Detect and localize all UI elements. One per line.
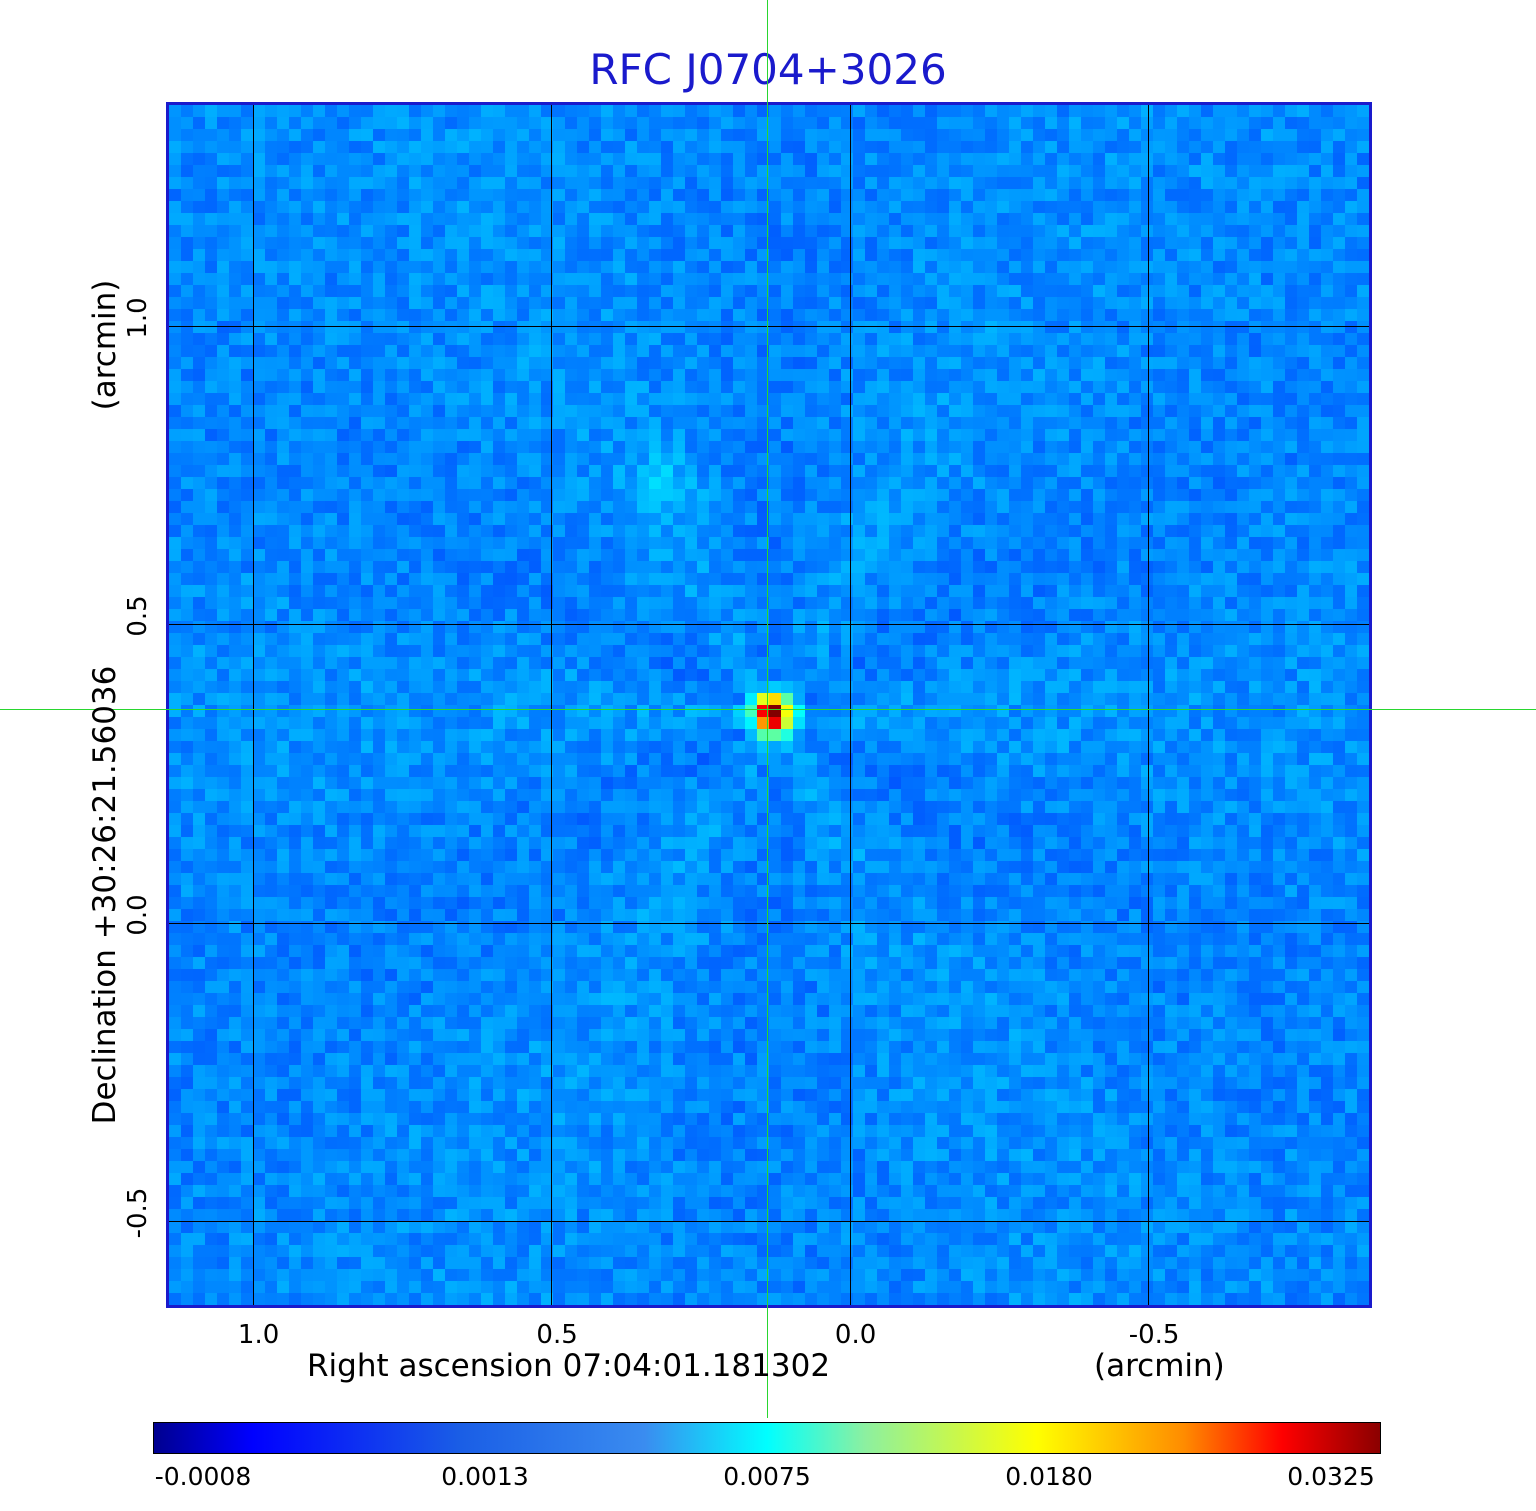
x-tick-label: 1.0 [237,1320,280,1350]
colorbar-tick-label: 0.0180 [1005,1462,1093,1491]
grid-line-x-2 [849,105,851,1305]
y-axis-unit: (arcmin) [87,279,123,411]
heatmap-image [169,105,1369,1305]
y-axis-label: Declination +30:26:21.56036 [87,665,123,1125]
grid-line-y-2 [169,922,1369,924]
chart-title: RFC J0704+3026 [589,45,947,94]
x-axis-unit: (arcmin) [1094,1348,1225,1384]
y-tick-label: 1.0 [123,297,153,339]
x-tick-label: 0.0 [834,1320,877,1350]
heatmap-plot-area [166,102,1372,1308]
grid-line-x-3 [1148,105,1150,1305]
colorbar-tick-label: 0.0075 [723,1462,811,1491]
grid-line-y-3 [169,1221,1369,1223]
grid-line-y-1 [169,624,1369,626]
y-tick-label: 0.5 [123,595,153,638]
colorbar-tick-label: 0.0325 [1287,1462,1375,1491]
grid-line-x-1 [551,105,553,1305]
x-tick-label: -0.5 [1128,1320,1180,1350]
colorbar-tick-label: 0.0013 [441,1462,529,1491]
x-tick-label: 0.5 [536,1320,578,1350]
crosshair-horizontal [0,709,1536,710]
x-axis-label: Right ascension 07:04:01.181302 [307,1348,831,1384]
y-tick-label: -0.5 [123,1188,153,1239]
colorbar [153,1422,1381,1454]
grid-line-y-0 [169,325,1369,327]
colorbar-tick-label: -0.0008 [154,1462,252,1491]
grid-line-x-0 [252,105,254,1305]
y-tick-label: 0.0 [123,894,153,936]
